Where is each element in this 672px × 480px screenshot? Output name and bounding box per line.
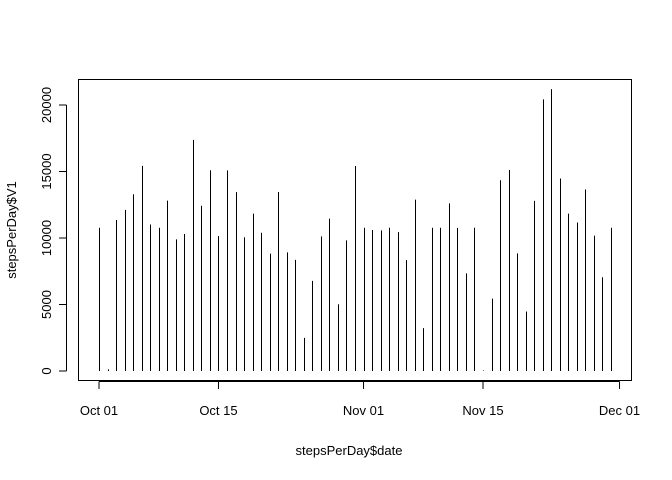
x-axis: Oct 01 Oct 15 Nov 01 Nov 15 Dec 01 bbox=[80, 381, 640, 418]
x-tick-label-3: Nov 15 bbox=[462, 403, 503, 418]
x-tick-label-1: Oct 15 bbox=[199, 403, 237, 418]
bars-group bbox=[99, 89, 612, 371]
x-tick-label-0: Oct 01 bbox=[80, 403, 118, 418]
y-tick-label-0: 0 bbox=[39, 367, 54, 374]
x-axis-label: stepsPerDay$date bbox=[296, 443, 403, 458]
y-axis: 0 5000 10000 15000 20000 bbox=[39, 87, 67, 375]
y-tick-label-2: 10000 bbox=[39, 220, 54, 256]
x-tick-label-2: Nov 01 bbox=[343, 403, 384, 418]
y-tick-label-4: 20000 bbox=[39, 87, 54, 123]
y-axis-label: stepsPerDay$V1 bbox=[4, 181, 19, 279]
plot-frame bbox=[78, 79, 632, 381]
y-tick-label-1: 5000 bbox=[39, 290, 54, 319]
x-tick-label-4: Dec 01 bbox=[599, 403, 640, 418]
y-tick-label-3: 15000 bbox=[39, 153, 54, 189]
